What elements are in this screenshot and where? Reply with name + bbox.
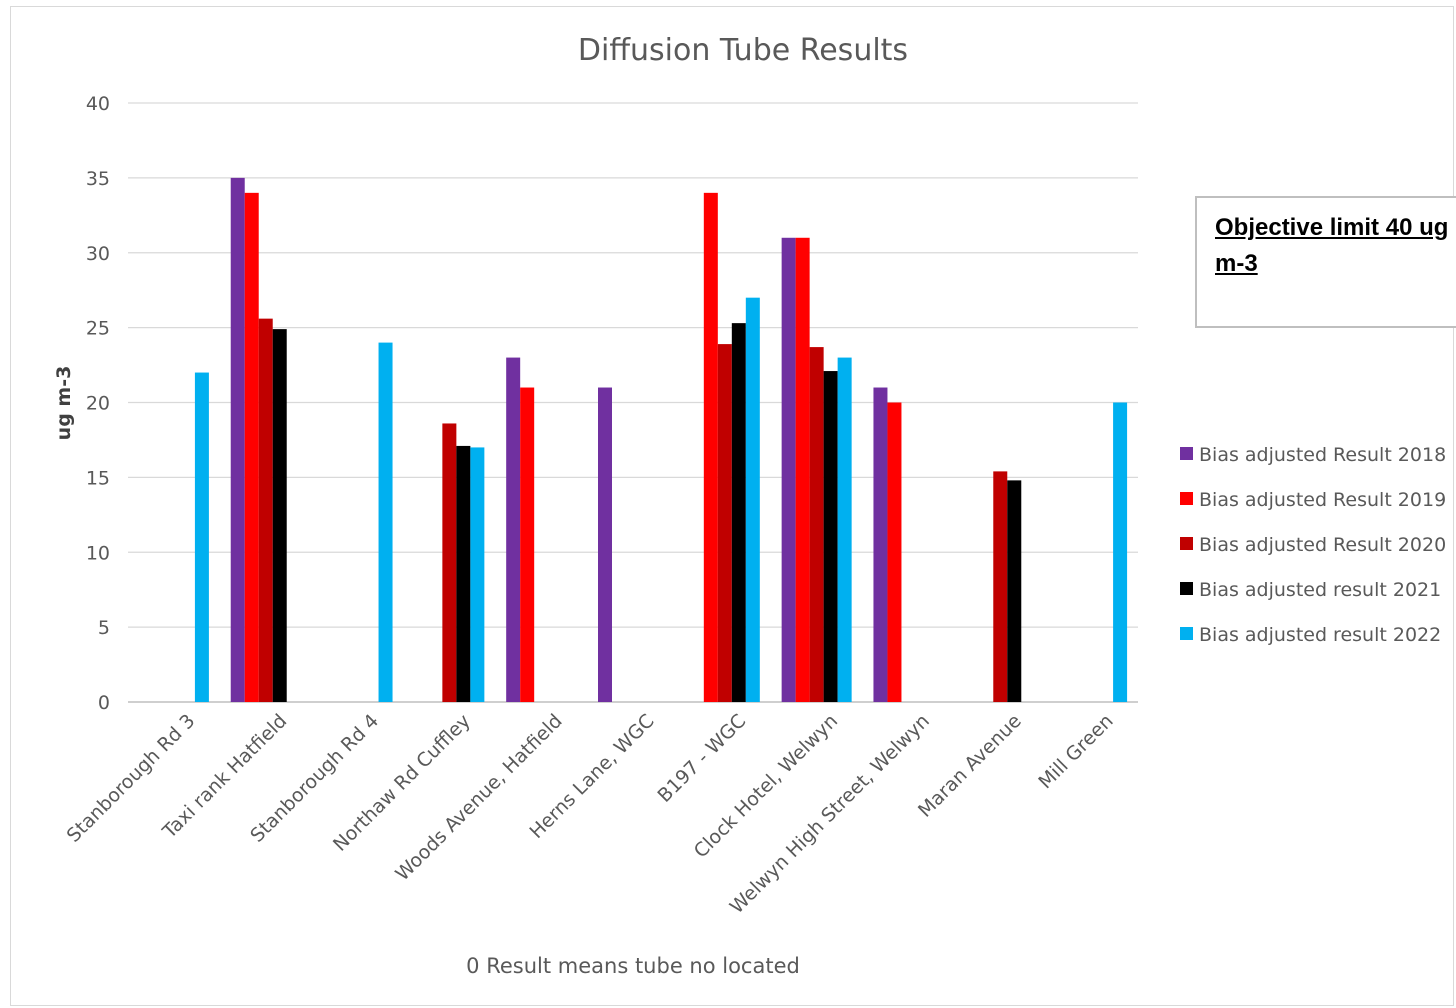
bar bbox=[993, 471, 1008, 702]
legend-label: Bias adjusted result 2021 bbox=[1199, 579, 1441, 601]
bar bbox=[823, 371, 838, 702]
bar bbox=[244, 192, 259, 702]
objective-limit-text: Objective limit 40 ug m-3 bbox=[1215, 214, 1449, 277]
bar bbox=[837, 357, 852, 702]
legend-label: Bias adjusted Result 2020 bbox=[1199, 534, 1446, 556]
bar bbox=[272, 329, 287, 702]
bar bbox=[745, 297, 760, 702]
x-tick-label: Mill Green bbox=[1034, 710, 1117, 793]
bar bbox=[887, 402, 902, 702]
y-axis-title: ug m-3 bbox=[53, 366, 75, 441]
bar bbox=[703, 192, 718, 702]
bar bbox=[456, 445, 471, 702]
bar bbox=[781, 237, 796, 702]
legend-swatch bbox=[1180, 582, 1193, 595]
bar bbox=[1113, 402, 1128, 702]
gridlines bbox=[128, 102, 1138, 703]
y-tick-label: 10 bbox=[86, 542, 110, 564]
x-tick-label: Woods Avenue, Hatfield bbox=[391, 710, 566, 885]
bar bbox=[1007, 480, 1022, 702]
y-tick-label: 40 bbox=[86, 93, 110, 115]
bar bbox=[258, 318, 273, 702]
chart-frame bbox=[10, 6, 1454, 1006]
y-tick-label: 35 bbox=[86, 168, 110, 190]
bars bbox=[194, 177, 1128, 702]
chart-title: Diffusion Tube Results bbox=[578, 33, 908, 68]
bar bbox=[731, 323, 746, 702]
objective-limit-box: Objective limit 40 ug m-3 bbox=[1195, 196, 1456, 328]
y-tick-label: 5 bbox=[98, 617, 110, 639]
bar bbox=[873, 387, 888, 702]
legend-swatch bbox=[1180, 627, 1193, 640]
footnote: 0 Result means tube no located bbox=[466, 954, 800, 978]
y-tick-label: 15 bbox=[86, 467, 110, 489]
x-tick-label: Welwyn High Street, Welwyn bbox=[726, 710, 934, 918]
y-axis-ticks: 0 5 10 15 20 25 30 35 40 bbox=[86, 93, 110, 714]
legend-swatch bbox=[1180, 492, 1193, 505]
legend-label: Bias adjusted Result 2018 bbox=[1199, 444, 1446, 466]
legend-swatch bbox=[1180, 537, 1193, 550]
y-tick-label: 25 bbox=[86, 318, 110, 340]
y-tick-label: 20 bbox=[86, 393, 110, 415]
x-tick-label: B197 - WGC bbox=[653, 710, 750, 807]
bar bbox=[795, 237, 810, 702]
bar bbox=[598, 387, 612, 702]
bar bbox=[470, 447, 485, 702]
y-tick-label: 30 bbox=[86, 243, 110, 265]
legend-swatch bbox=[1180, 447, 1193, 460]
legend-label: Bias adjusted result 2022 bbox=[1199, 624, 1441, 646]
bar bbox=[520, 387, 535, 702]
bar bbox=[378, 342, 393, 702]
bar bbox=[230, 177, 245, 702]
bar bbox=[506, 357, 521, 702]
legend-label: Bias adjusted Result 2019 bbox=[1199, 489, 1446, 511]
bar bbox=[194, 372, 209, 702]
y-tick-label: 0 bbox=[98, 692, 110, 714]
bar bbox=[717, 344, 732, 702]
bar bbox=[442, 423, 457, 702]
bar bbox=[809, 347, 824, 702]
legend: Bias adjusted Result 2018 Bias adjusted R… bbox=[1180, 444, 1446, 646]
